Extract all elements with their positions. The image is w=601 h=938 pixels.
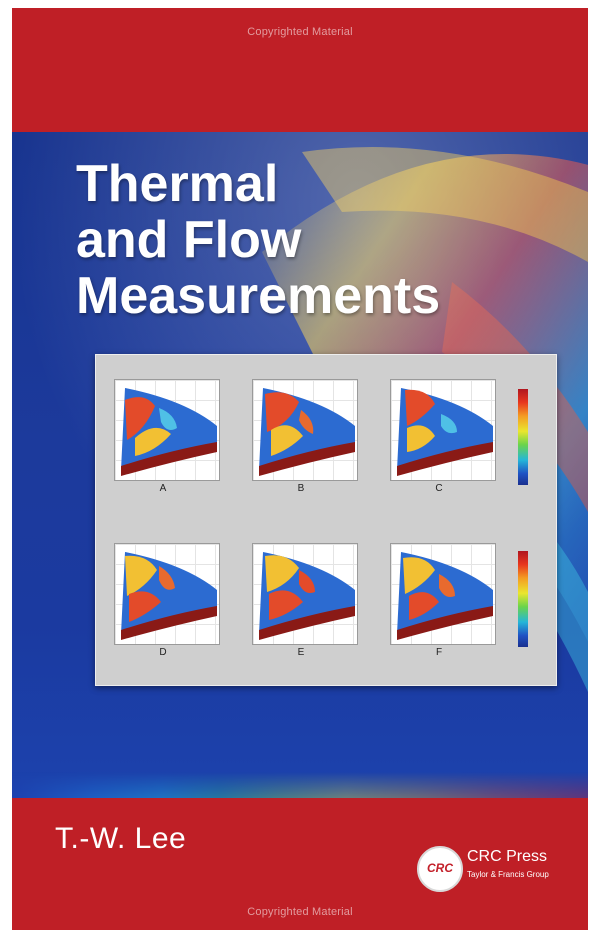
plot-e-frame <box>252 543 358 645</box>
crc-logo-text: CRC <box>427 861 453 875</box>
plot-e-contour <box>259 552 355 640</box>
crc-logo-icon: CRC <box>417 846 463 892</box>
plot-e: E <box>246 533 378 661</box>
figure-panel: A B <box>95 354 557 686</box>
plot-c-contour <box>397 388 493 476</box>
plot-b: B <box>246 369 378 497</box>
plot-f: F <box>384 533 516 661</box>
plot-c-frame <box>390 379 496 481</box>
publisher-logo: CRC CRC Press Taylor & Francis Group <box>417 844 577 892</box>
plot-d: D <box>108 533 240 661</box>
publisher-subtitle: Taylor & Francis Group <box>467 870 549 879</box>
plot-a: A <box>108 369 240 497</box>
title-line-3: Measurements <box>76 267 441 325</box>
plot-d-label: D <box>159 647 167 658</box>
plot-c: C <box>384 369 516 497</box>
watermark-top: Copyrighted Material <box>247 26 353 38</box>
plot-b-frame <box>252 379 358 481</box>
plot-f-label: F <box>435 647 443 658</box>
colorbar-top <box>518 389 528 485</box>
plot-a-frame <box>114 379 220 481</box>
plot-d-contour <box>121 552 217 640</box>
plot-c-label: C <box>435 483 443 494</box>
top-red-band <box>12 8 588 132</box>
plot-e-label: E <box>297 647 305 658</box>
author-name: T.-W. Lee <box>55 822 187 855</box>
plot-a-label: A <box>159 483 167 494</box>
title-line-2: and Flow <box>76 211 302 269</box>
title-line-1: Thermal <box>76 155 279 213</box>
plot-a-contour <box>121 388 217 476</box>
bottom-red-band <box>12 798 588 930</box>
plot-b-contour <box>259 388 355 476</box>
watermark-bottom: Copyrighted Material <box>247 906 353 918</box>
publisher-name: CRC Press <box>467 848 548 865</box>
colorbar-bottom <box>518 551 528 647</box>
plot-b-label: B <box>297 483 305 494</box>
book-title: Thermal and Flow Measurements <box>76 156 440 324</box>
plot-d-frame <box>114 543 220 645</box>
plot-f-frame <box>390 543 496 645</box>
book-cover: Copyrighted Material Copyrighted Materia… <box>12 8 588 930</box>
plot-f-contour <box>397 552 493 640</box>
